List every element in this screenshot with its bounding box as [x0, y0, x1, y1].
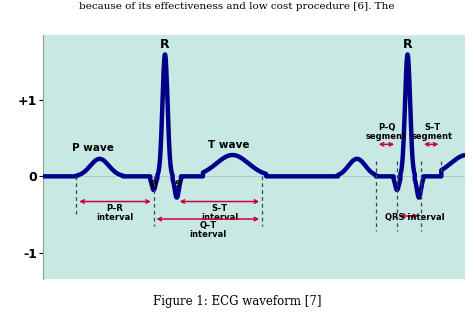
- Text: T wave: T wave: [208, 140, 249, 151]
- Text: R: R: [160, 38, 170, 51]
- Text: because of its effectiveness and low cost procedure [6]. The: because of its effectiveness and low cos…: [79, 2, 395, 11]
- Text: P–R
interval: P–R interval: [96, 204, 134, 222]
- Text: P wave: P wave: [73, 143, 114, 153]
- Text: Q: Q: [150, 180, 157, 189]
- Text: R: R: [403, 38, 412, 51]
- Text: S–T
segment: S–T segment: [412, 123, 453, 141]
- Text: S: S: [174, 180, 181, 189]
- Text: QRS interval: QRS interval: [384, 213, 444, 222]
- Text: Q–T
interval: Q–T interval: [189, 221, 227, 239]
- Text: S–T
interval: S–T interval: [201, 204, 238, 222]
- Text: Figure 1: ECG waveform [7]: Figure 1: ECG waveform [7]: [153, 295, 321, 308]
- Text: P–Q
segment: P–Q segment: [366, 123, 407, 141]
